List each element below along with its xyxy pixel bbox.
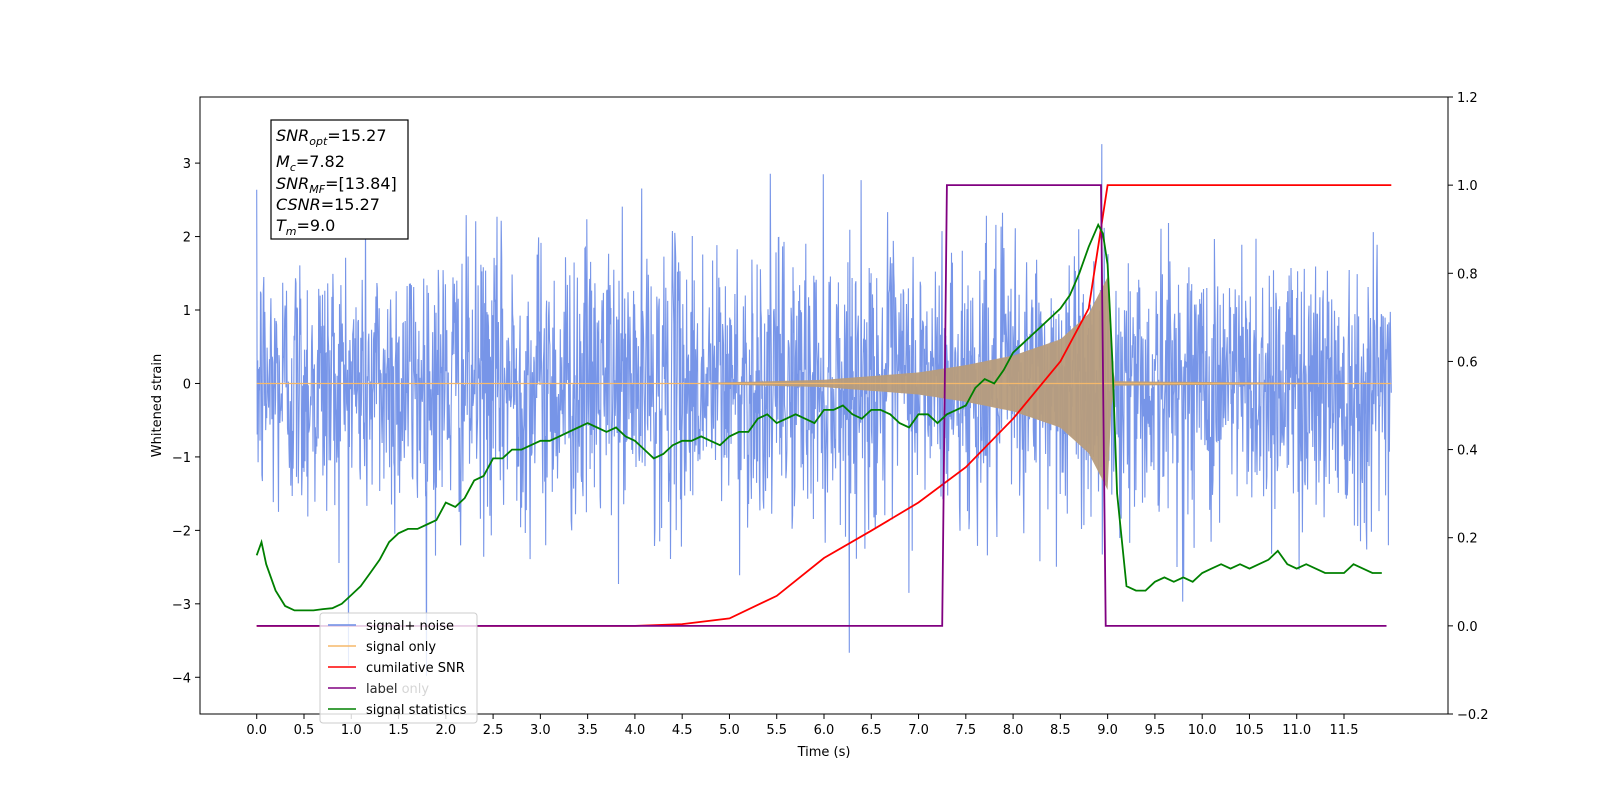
y2-tick-label: 0.0 [1457,620,1478,635]
x-tick-label: 4.5 [672,723,693,738]
series-signal-noise [256,144,1392,677]
x-tick-label: 8.0 [1003,723,1024,738]
x-tick-label: 3.0 [530,723,551,738]
x-tick-label: 9.0 [1097,723,1118,738]
y2-tick-label: −0.2 [1457,708,1489,723]
y-tick-label: −3 [172,598,191,613]
y-tick-label: −4 [172,671,191,686]
y2-axis: 1.2 1.0 0.8 0.6 0.4 0.2 0.0 −0.2 [1448,91,1489,723]
x-axis: 0.0 0.5 1.0 1.5 2.0 2.5 3.0 3.5 4.0 4.5 5.0 5.5 6.0 6… [246,714,1358,738]
info-csnr: CSNR=15.27 [276,195,380,214]
x-tick-label: 2.0 [435,723,456,738]
x-tick-label: 5.5 [766,723,787,738]
legend-label-signal-only: signal only [366,640,436,655]
y2-tick-label: 0.6 [1457,355,1478,370]
info-box-frame [270,119,409,240]
series-cumilative-snr [256,184,1392,627]
x-tick-label: 6.0 [814,723,835,738]
series-signal-statistics [255,222,1382,612]
x-tick-label: 10.5 [1235,723,1264,738]
y2-tick-label: 0.2 [1457,532,1478,547]
x-tick-label: 1.0 [341,723,362,738]
x-tick-label: 2.5 [483,723,504,738]
x-tick-label: 6.5 [861,723,882,738]
y-tick-label: −2 [172,524,191,539]
y2-tick-label: 1.2 [1457,91,1478,106]
x-tick-label: 0.5 [294,723,315,738]
info-snr-mf: SNRMF=[13.84] [276,174,397,196]
x-tick-label: 1.5 [388,723,409,738]
y2-tick-label: 0.8 [1457,267,1478,282]
legend-label-signal-noise: signal+ noise [366,619,454,634]
y-tick-label: −1 [172,451,191,466]
legend-label-label: label [366,682,397,697]
info-mc: Mc=7.82 [276,152,345,174]
legend-frame [319,612,478,724]
legend: signal+ noise signal only cumilative SNR… [319,612,478,724]
y2-tick-label: 0.4 [1457,444,1478,459]
legend-label-cumulative-snr: cumilative SNR [366,661,465,676]
x-tick-label: 7.5 [955,723,976,738]
x-tick-label: 11.0 [1282,723,1311,738]
x-tick-label: 5.0 [719,723,740,738]
x-tick-label: 7.0 [908,723,929,738]
plot-area [255,144,1392,677]
info-tm: Tm=9.0 [276,216,335,238]
legend-ghost-label-only: label only [366,682,429,697]
y-axis-label: Whitened strain [150,354,165,457]
y-tick-label: 1 [183,304,191,319]
x-axis-label: Time (s) [797,745,851,760]
y2-tick-label: 1.0 [1457,179,1478,194]
y-axis: 3 2 1 0 −1 −2 −3 −4 [172,157,200,686]
series-label [256,184,1387,627]
legend-label-signal-statistics: signal statistics [366,703,467,718]
y-tick-label: 2 [183,231,191,246]
x-tick-label: 3.5 [577,723,598,738]
y-tick-label: 0 [183,377,191,392]
x-tick-label: 11.5 [1330,723,1359,738]
info-box: SNRopt=15.27 Mc=7.82 SNRMF=[13.84] CSNR=… [270,119,409,240]
x-tick-label: 4.0 [625,723,646,738]
info-snr-opt: SNRopt=15.27 [276,126,387,148]
x-tick-label: 0.0 [246,723,267,738]
x-tick-label: 9.5 [1145,723,1166,738]
x-tick-label: 10.0 [1188,723,1217,738]
x-tick-label: 8.5 [1050,723,1071,738]
y-tick-label: 3 [183,157,191,172]
